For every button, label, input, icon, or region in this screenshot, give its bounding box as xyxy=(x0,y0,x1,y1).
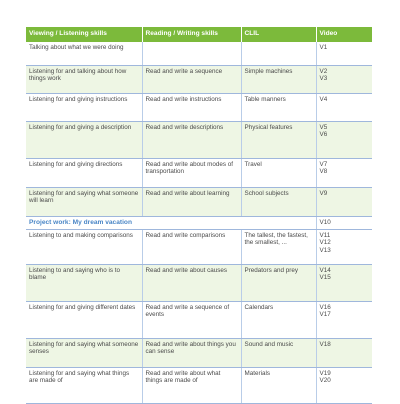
cell-video: V4 xyxy=(315,93,372,122)
cell-video: V18 xyxy=(315,338,372,368)
project-row: Project work: My dream vacation V10 xyxy=(26,216,372,230)
cell-reading: Read and write descriptions xyxy=(141,121,241,159)
cell-reading: Read and write comparisons xyxy=(141,229,241,265)
cell-reading xyxy=(141,42,241,66)
video-code: V17 xyxy=(319,311,331,319)
video-code: V14 xyxy=(319,266,331,274)
cell-listening: Listening for and giving a description xyxy=(26,121,142,159)
cell-video: V10 xyxy=(315,216,372,230)
cell-listening: Listening for and talking about how thin… xyxy=(26,65,142,94)
table-row: Talking about what we were doing V1 xyxy=(26,42,372,66)
video-code: V19 xyxy=(319,369,331,377)
cell-video: V2 V3 xyxy=(315,65,372,94)
cell-clil: Predators and prey xyxy=(240,264,316,302)
table-header-row: Viewing / Listening skills Reading / Wri… xyxy=(26,27,372,42)
cell-clil: Sound and music xyxy=(240,338,316,368)
cell-reading: Read and write about things you can sens… xyxy=(141,338,241,368)
video-code: V16 xyxy=(319,303,331,311)
video-code: V18 xyxy=(319,340,331,348)
table-row: Listening for and talking about how thin… xyxy=(26,65,372,94)
cell-reading: Read and write instructions xyxy=(141,93,241,122)
cell-clil xyxy=(240,42,316,66)
cell-reading: Read and write about modes of transporta… xyxy=(141,158,241,188)
video-code: V2 xyxy=(319,67,328,75)
cell-clil: The tallest, the fastest, the smallest, … xyxy=(240,229,316,265)
cell-clil: Calendars xyxy=(240,301,316,339)
video-code: V4 xyxy=(319,95,328,103)
video-code: V8 xyxy=(319,168,328,176)
cell-clil: Travel xyxy=(240,158,316,188)
cell-video: V7 V8 xyxy=(315,158,372,188)
cell-video: V16 V17 xyxy=(315,301,372,339)
video-code: V9 xyxy=(319,189,328,197)
cell-listening: Listening for and giving different dates xyxy=(26,301,142,339)
header-listening: Viewing / Listening skills xyxy=(26,27,142,42)
header-clil: CLIL xyxy=(240,27,316,42)
video-code: V11 xyxy=(319,231,331,239)
cell-listening: Listening for and saying what someone se… xyxy=(26,338,142,368)
cell-clil: School subjects xyxy=(240,187,316,217)
video-code: V13 xyxy=(319,246,331,254)
cell-reading: Read and write a sequence of events xyxy=(141,301,241,339)
cell-reading: Read and write a sequence xyxy=(141,65,241,94)
cell-video: V19 V20 xyxy=(315,367,372,404)
table-row: Listening for and giving a description R… xyxy=(26,121,372,159)
cell-video: V1 xyxy=(315,42,372,66)
video-code: V20 xyxy=(319,377,331,385)
table-row: Listening to and making comparisons Read… xyxy=(26,229,372,265)
cell-clil: Simple machines xyxy=(240,65,316,94)
cell-listening: Listening to and saying who is to blame xyxy=(26,264,142,302)
cell-listening: Listening for and saying what things are… xyxy=(26,367,142,404)
skills-table: Viewing / Listening skills Reading / Wri… xyxy=(26,27,372,404)
video-code: V5 xyxy=(319,123,328,131)
video-code: V3 xyxy=(319,75,328,83)
video-code: V6 xyxy=(319,131,328,139)
cell-listening: Talking about what we were doing xyxy=(26,42,142,66)
cell-video: V11 V12 V13 xyxy=(315,229,372,265)
cell-video: V9 xyxy=(315,187,372,217)
video-code: V12 xyxy=(319,239,331,247)
header-video: Video xyxy=(315,27,372,42)
cell-video: V5 V6 xyxy=(315,121,372,159)
cell-reading: Read and write about learning xyxy=(141,187,241,217)
table-row: Listening for and giving directions Read… xyxy=(26,158,372,188)
cell-clil: Table manners xyxy=(240,93,316,122)
cell-clil: Materials xyxy=(240,367,316,404)
cell-reading: Read and write about what things are mad… xyxy=(141,367,241,404)
cell-video: V14 V15 xyxy=(315,264,372,302)
table-row: Listening for and giving instructions Re… xyxy=(26,93,372,122)
table-row: Listening for and saying what someone se… xyxy=(26,338,372,368)
header-reading: Reading / Writing skills xyxy=(141,27,241,42)
cell-listening: Listening for and saying what someone wi… xyxy=(26,187,142,217)
table-row: Listening for and saying what someone wi… xyxy=(26,187,372,217)
cell-listening: Listening to and making comparisons xyxy=(26,229,142,265)
video-code: V7 xyxy=(319,160,328,168)
video-code: V1 xyxy=(319,44,328,51)
table-row: Listening for and giving different dates… xyxy=(26,301,372,339)
table-row: Listening to and saying who is to blame … xyxy=(26,264,372,302)
video-code: V15 xyxy=(319,274,331,282)
cell-listening: Listening for and giving instructions xyxy=(26,93,142,122)
project-title: Project work: My dream vacation xyxy=(26,216,316,230)
table-row: Listening for and saying what things are… xyxy=(26,367,372,404)
video-code: V10 xyxy=(319,218,331,226)
cell-listening: Listening for and giving directions xyxy=(26,158,142,188)
cell-clil: Physical features xyxy=(240,121,316,159)
cell-reading: Read and write about causes xyxy=(141,264,241,302)
